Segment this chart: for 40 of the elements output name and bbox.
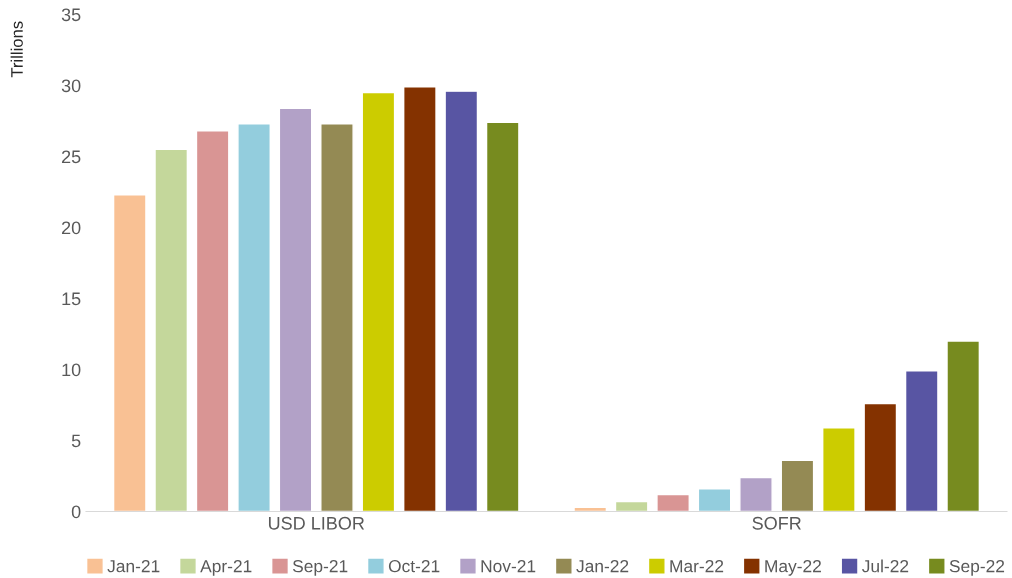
bar [444, 90, 479, 512]
bar [278, 107, 313, 512]
bar [863, 402, 898, 512]
bar [112, 194, 147, 512]
bar [154, 148, 189, 512]
legend-label: Mar-22 [670, 560, 724, 573]
legend-label: Nov-21 [481, 560, 536, 573]
legend-label: May-22 [765, 560, 821, 576]
bar [904, 370, 939, 512]
legend-label: Oct-21 [388, 560, 440, 573]
bar [946, 340, 981, 512]
y-tick-label: 15 [62, 292, 81, 306]
bar [739, 476, 773, 512]
legend-label: Jul-22 [862, 559, 909, 573]
legend-label: Apr-21 [200, 560, 252, 576]
y-tick-label: 20 [61, 221, 81, 235]
y-tick-label: 10 [62, 363, 81, 377]
x-tick-label: SOFR [752, 516, 801, 530]
bar [697, 488, 732, 512]
bar [614, 500, 649, 512]
legend-label: Jan-22 [576, 560, 629, 573]
x-tick-label: USD LIBOR [268, 516, 365, 530]
y-tick-label: 25 [61, 150, 81, 164]
bar [237, 123, 271, 512]
legend-label: Jan-21 [107, 560, 160, 573]
y-tick-label: 30 [61, 79, 81, 93]
bar [485, 121, 520, 512]
y-tick-label: 0 [71, 505, 81, 519]
legend-label: Sep-22 [949, 560, 1005, 576]
bar [822, 427, 856, 512]
bar [361, 91, 396, 512]
bar [320, 123, 354, 512]
y-tick-label: 5 [71, 434, 81, 448]
bar [402, 86, 437, 512]
legend-label: Sep-21 [292, 560, 348, 576]
bar [780, 459, 815, 512]
y-axis-title: Trillions [10, 21, 23, 78]
bar [656, 493, 690, 512]
y-tick-label: 35 [61, 8, 81, 22]
bar [195, 130, 230, 512]
